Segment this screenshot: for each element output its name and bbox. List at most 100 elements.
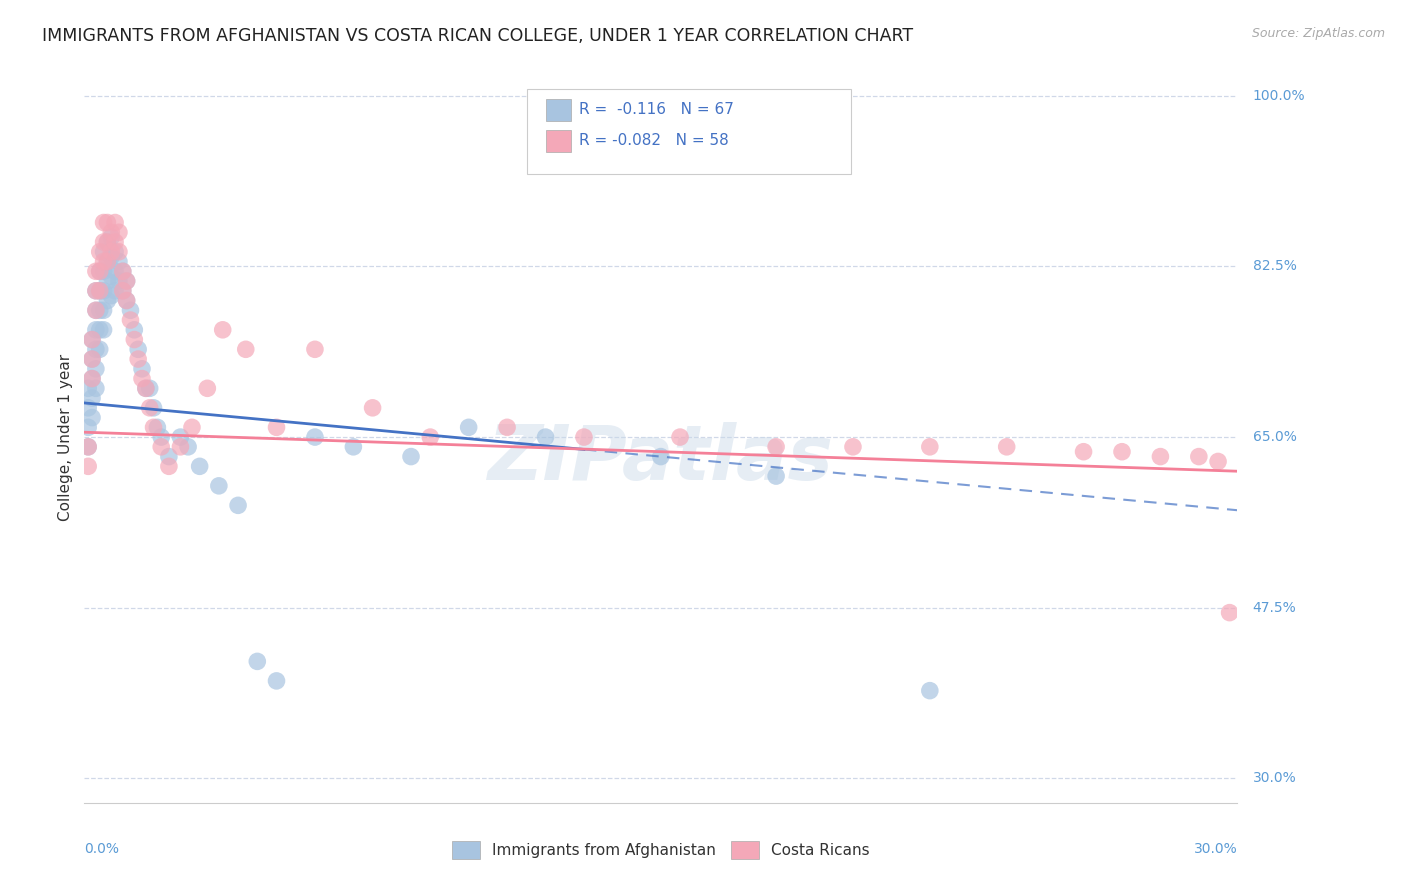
Point [1219, 606, 1241, 620]
Point [1188, 450, 1211, 464]
Point [93, 303, 115, 318]
Text: 47.5%: 47.5% [1253, 600, 1296, 615]
Point [226, 499, 249, 513]
Point [361, 401, 384, 415]
Point [111, 284, 134, 298]
Point [342, 440, 364, 454]
Point [96, 215, 118, 229]
Point [93, 254, 115, 268]
Point [115, 293, 138, 308]
Point [89, 284, 111, 298]
Text: R =  -0.116   N = 67: R = -0.116 N = 67 [579, 103, 734, 117]
Point [100, 244, 122, 259]
Point [169, 440, 191, 454]
Point [104, 235, 127, 249]
Point [246, 654, 269, 668]
Point [918, 683, 941, 698]
Point [177, 440, 200, 454]
Point [100, 250, 122, 264]
Point [918, 440, 941, 454]
Point [534, 430, 557, 444]
Point [304, 430, 326, 444]
Point [80, 371, 103, 385]
Point [96, 274, 118, 288]
Point [127, 343, 149, 357]
Point [1149, 450, 1171, 464]
Point [84, 303, 107, 318]
Point [669, 430, 692, 444]
Point [77, 459, 100, 474]
Point [89, 264, 111, 278]
Point [89, 264, 111, 278]
Point [1073, 444, 1095, 458]
Point [111, 284, 134, 298]
Point [84, 284, 107, 298]
Point [108, 225, 131, 239]
Point [93, 235, 115, 249]
Point [104, 244, 127, 259]
Point [93, 284, 115, 298]
Point [93, 323, 115, 337]
Point [650, 450, 672, 464]
Point [135, 381, 157, 395]
Point [304, 343, 326, 357]
Point [108, 254, 131, 268]
Point [84, 284, 107, 298]
Point [100, 269, 122, 284]
Point [77, 440, 100, 454]
Point [80, 391, 103, 405]
Point [93, 215, 115, 229]
Point [120, 313, 142, 327]
Point [572, 430, 595, 444]
Point [104, 284, 127, 298]
Point [80, 371, 103, 385]
Point [138, 401, 160, 415]
Legend: Immigrants from Afghanistan, Costa Ricans: Immigrants from Afghanistan, Costa Rican… [446, 835, 876, 864]
Point [266, 420, 288, 434]
Point [419, 430, 441, 444]
Point [100, 288, 122, 302]
Point [84, 264, 107, 278]
Point [84, 343, 107, 357]
Point [1206, 454, 1229, 468]
Point [127, 352, 149, 367]
Point [96, 293, 118, 308]
Point [115, 274, 138, 288]
Point [120, 303, 142, 318]
Text: 0.0%: 0.0% [84, 842, 120, 855]
Point [195, 381, 218, 395]
Point [93, 244, 115, 259]
Point [77, 440, 100, 454]
Point [496, 420, 519, 434]
Point [157, 450, 180, 464]
Point [77, 401, 100, 415]
Point [399, 450, 422, 464]
Point [135, 381, 157, 395]
Point [89, 323, 111, 337]
Point [266, 673, 288, 688]
Point [1111, 444, 1133, 458]
Point [77, 420, 100, 434]
Text: Source: ZipAtlas.com: Source: ZipAtlas.com [1251, 27, 1385, 40]
Point [169, 430, 191, 444]
Point [84, 361, 107, 376]
Point [124, 333, 146, 347]
Point [93, 264, 115, 278]
Point [89, 343, 111, 357]
Point [104, 264, 127, 278]
Point [765, 469, 787, 483]
Point [188, 459, 211, 474]
Point [142, 401, 165, 415]
Point [100, 225, 122, 239]
Text: 100.0%: 100.0% [1253, 88, 1305, 103]
Point [208, 479, 231, 493]
Point [111, 264, 134, 278]
Point [80, 352, 103, 367]
Point [80, 410, 103, 425]
Point [146, 420, 169, 434]
Point [150, 440, 173, 454]
Point [80, 333, 103, 347]
Point [115, 293, 138, 308]
Text: IMMIGRANTS FROM AFGHANISTAN VS COSTA RICAN COLLEGE, UNDER 1 YEAR CORRELATION CHA: IMMIGRANTS FROM AFGHANISTAN VS COSTA RIC… [42, 27, 914, 45]
Text: 65.0%: 65.0% [1253, 430, 1296, 444]
